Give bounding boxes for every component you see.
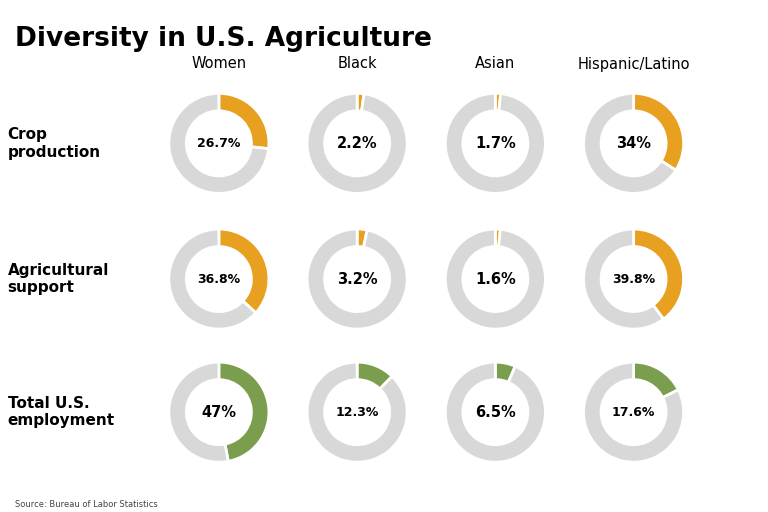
Wedge shape bbox=[219, 93, 269, 148]
Wedge shape bbox=[219, 362, 269, 461]
Wedge shape bbox=[495, 229, 501, 247]
Text: 2.2%: 2.2% bbox=[337, 136, 377, 151]
Wedge shape bbox=[307, 93, 407, 194]
Wedge shape bbox=[445, 362, 545, 462]
Text: 34%: 34% bbox=[616, 136, 651, 151]
Wedge shape bbox=[357, 229, 367, 247]
Text: 1.6%: 1.6% bbox=[475, 271, 516, 287]
Wedge shape bbox=[445, 229, 545, 329]
Wedge shape bbox=[357, 93, 364, 111]
Wedge shape bbox=[169, 229, 256, 329]
Wedge shape bbox=[495, 362, 515, 382]
Text: 3.2%: 3.2% bbox=[337, 271, 377, 287]
Text: 47%: 47% bbox=[201, 404, 237, 420]
Wedge shape bbox=[584, 229, 664, 329]
Text: Source: Bureau of Labor Statistics: Source: Bureau of Labor Statistics bbox=[15, 500, 158, 509]
Wedge shape bbox=[634, 362, 678, 398]
Wedge shape bbox=[584, 362, 684, 462]
Wedge shape bbox=[169, 362, 228, 462]
Wedge shape bbox=[307, 362, 407, 462]
Text: Diversity in U.S. Agriculture: Diversity in U.S. Agriculture bbox=[15, 26, 432, 52]
Text: Asian: Asian bbox=[475, 56, 515, 72]
Wedge shape bbox=[357, 362, 392, 389]
Wedge shape bbox=[634, 229, 684, 319]
Wedge shape bbox=[445, 93, 545, 194]
Text: 39.8%: 39.8% bbox=[612, 272, 655, 286]
Text: Agricultural
support: Agricultural support bbox=[8, 263, 109, 295]
Text: 17.6%: 17.6% bbox=[612, 406, 655, 419]
Wedge shape bbox=[584, 93, 676, 194]
Text: 36.8%: 36.8% bbox=[197, 272, 240, 286]
Wedge shape bbox=[634, 93, 684, 170]
Text: 1.7%: 1.7% bbox=[475, 136, 516, 151]
Wedge shape bbox=[219, 229, 269, 313]
Text: Hispanic/Latino: Hispanic/Latino bbox=[578, 56, 690, 72]
Text: Women: Women bbox=[191, 56, 247, 72]
Wedge shape bbox=[495, 93, 501, 111]
Text: 26.7%: 26.7% bbox=[197, 137, 240, 150]
Text: Black: Black bbox=[337, 56, 377, 72]
Wedge shape bbox=[307, 229, 407, 329]
Text: Crop
production: Crop production bbox=[8, 127, 101, 160]
Text: 12.3%: 12.3% bbox=[336, 406, 379, 419]
Wedge shape bbox=[169, 93, 269, 194]
Text: Total U.S.
employment: Total U.S. employment bbox=[8, 396, 114, 429]
Text: 6.5%: 6.5% bbox=[475, 404, 516, 420]
